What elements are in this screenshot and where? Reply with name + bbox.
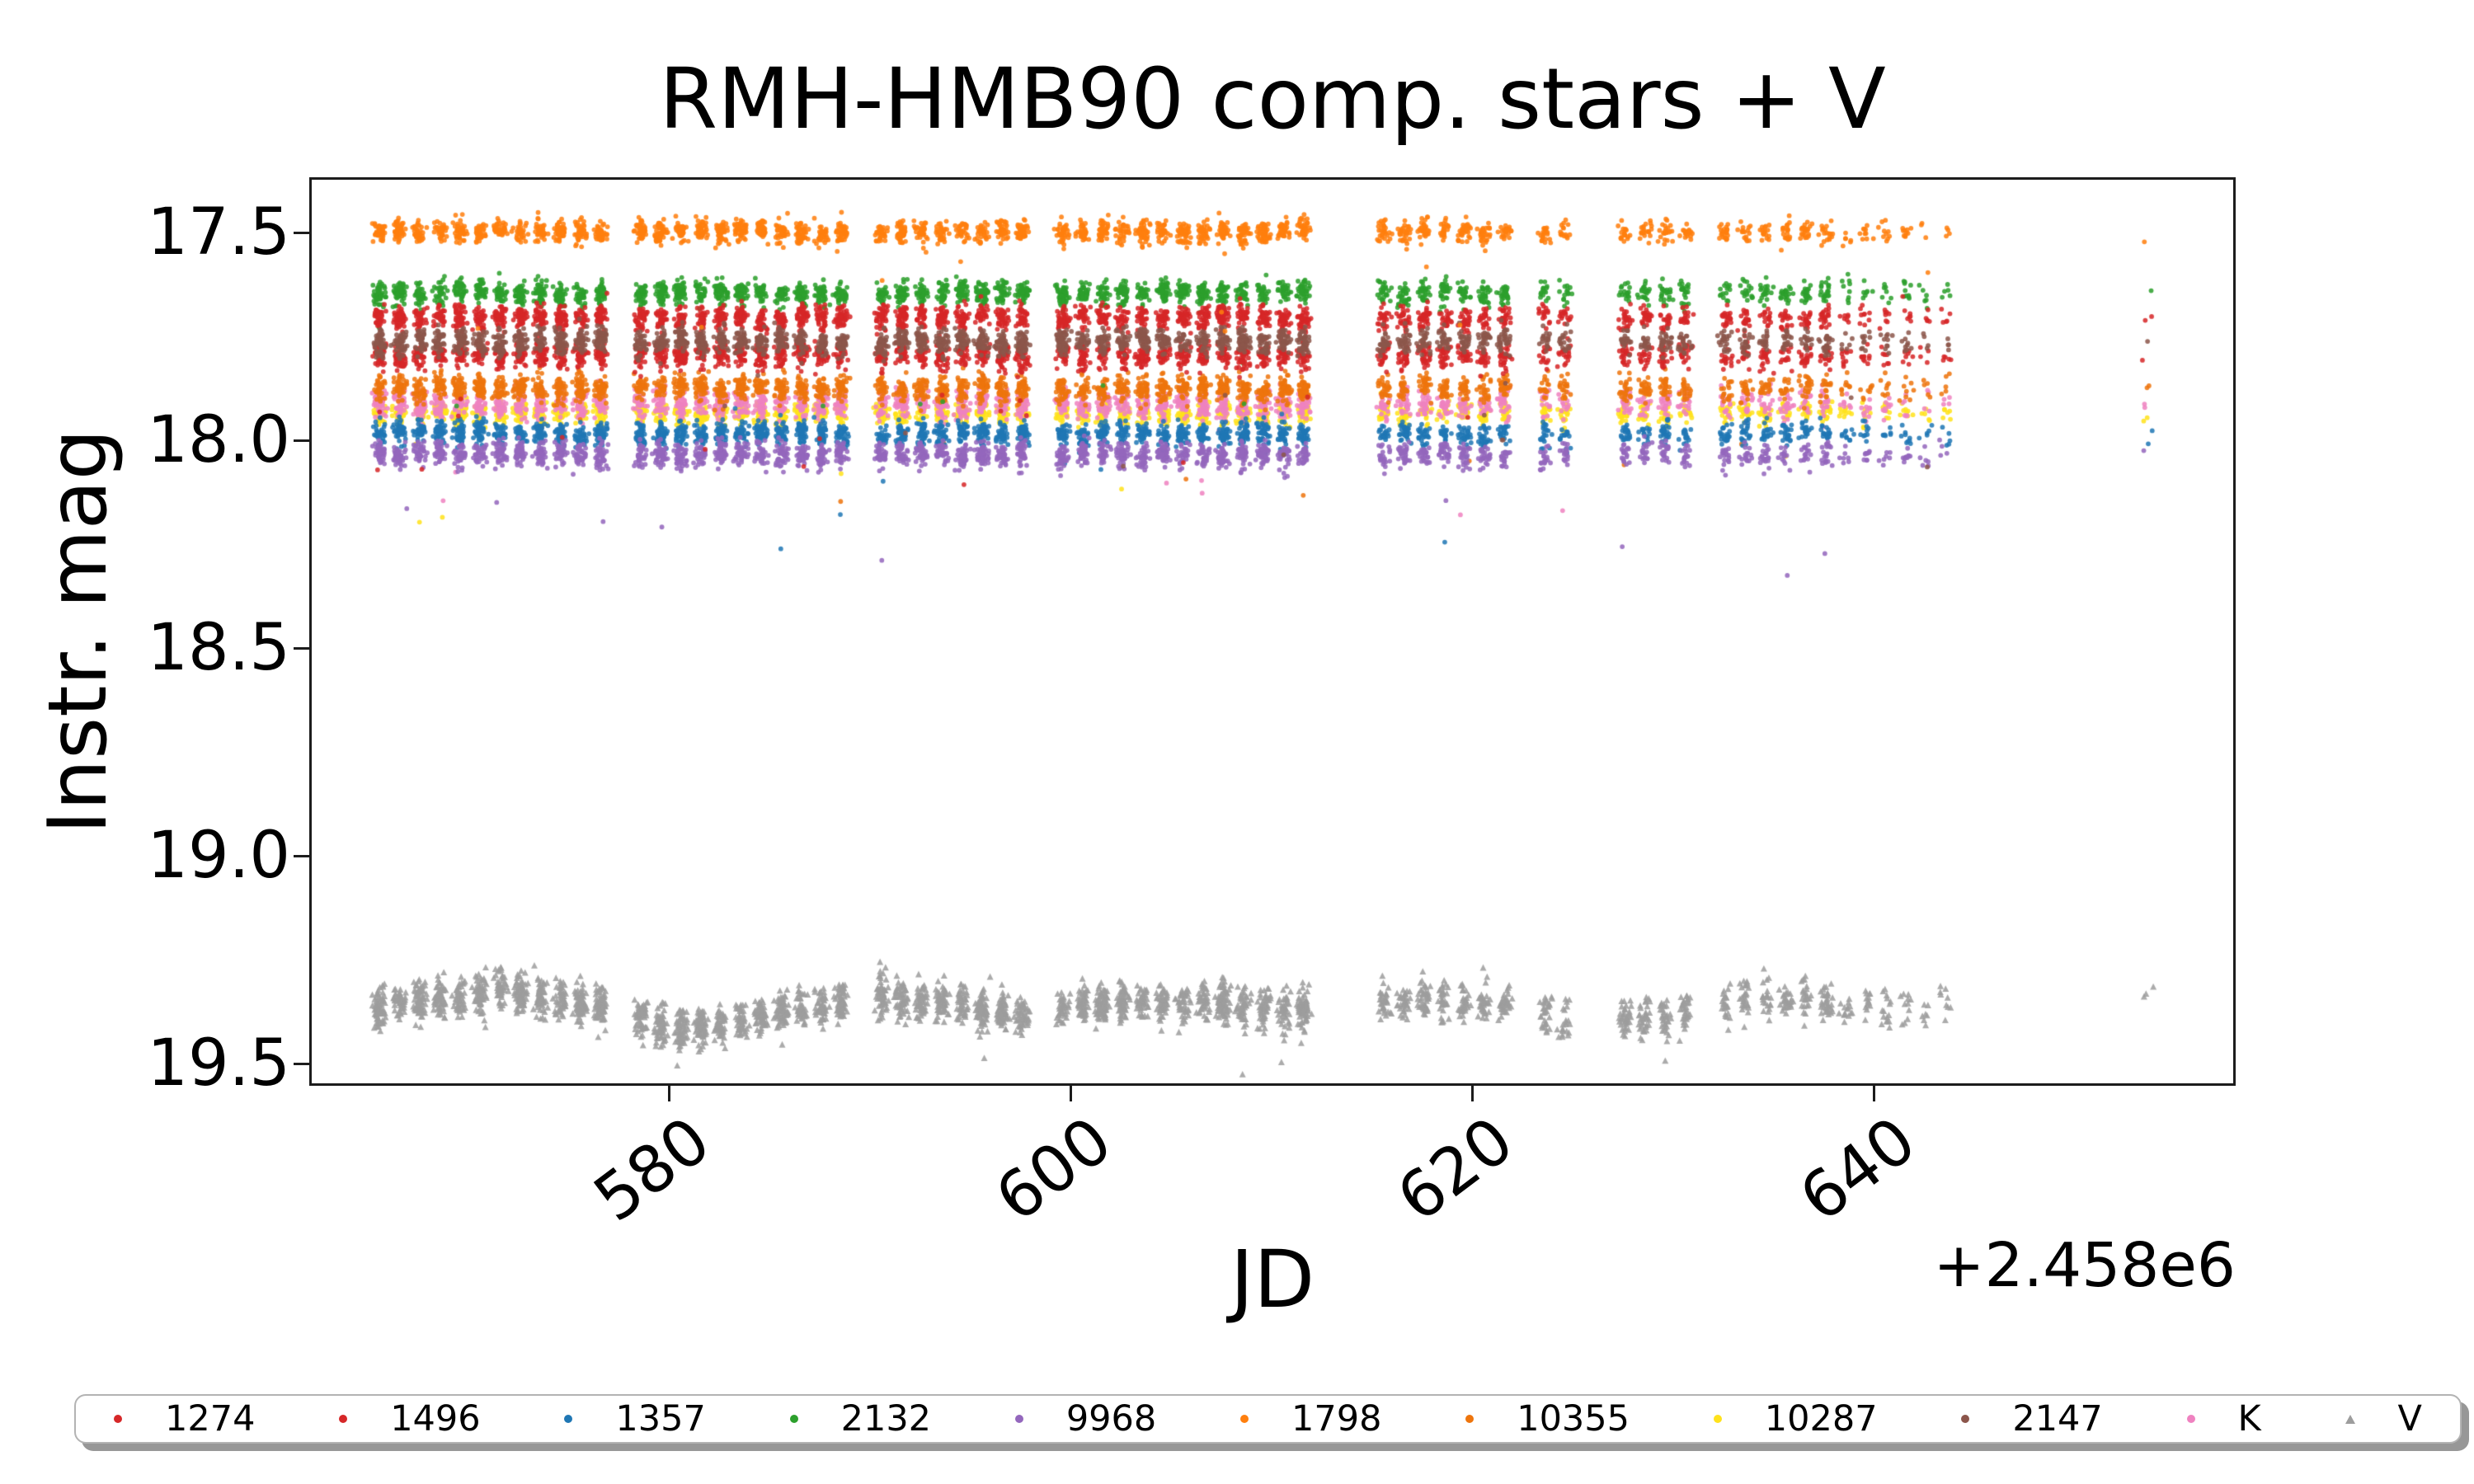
y-tick-mark xyxy=(294,231,309,234)
legend-dot-marker-icon xyxy=(1713,1415,1722,1423)
legend-dot-marker-icon xyxy=(1240,1415,1249,1423)
y-tick-label: 18.5 xyxy=(147,611,290,686)
legend-item-label: 9968 xyxy=(1065,1398,1157,1439)
y-tick-label: 19.0 xyxy=(147,819,290,894)
y-tick-label: 19.5 xyxy=(147,1026,290,1101)
x-axis-label: JD xyxy=(1230,1233,1315,1326)
legend-item-label: 10287 xyxy=(1764,1398,1878,1439)
legend-triangle-marker-icon xyxy=(2345,1414,2355,1424)
legend: 1274 1496 1357 2132 9968 1798 10355 10287 2147 K V xyxy=(74,1394,2462,1444)
legend-item-label: 2147 xyxy=(2012,1398,2103,1439)
x-tick-mark xyxy=(1069,1086,1072,1101)
legend-item: 1496 xyxy=(339,1398,481,1439)
legend-item-label: 1798 xyxy=(1291,1398,1382,1439)
legend-dot-marker-icon xyxy=(339,1415,348,1423)
legend-item-label: 1274 xyxy=(165,1398,256,1439)
legend-item-label: 10355 xyxy=(1517,1398,1630,1439)
x-tick-mark xyxy=(1873,1086,1876,1101)
y-tick-mark xyxy=(294,439,309,442)
y-tick-label: 18.0 xyxy=(147,403,290,478)
legend-item: 1357 xyxy=(564,1398,706,1439)
legend-item-label: V xyxy=(2397,1398,2422,1439)
legend-dot-marker-icon xyxy=(1465,1415,1475,1423)
y-tick-label: 17.5 xyxy=(147,195,290,270)
legend-item-label: 2132 xyxy=(840,1398,932,1439)
legend-item-label: 1357 xyxy=(615,1398,706,1439)
legend-item: 2147 xyxy=(1961,1398,2103,1439)
legend-item: V xyxy=(2345,1398,2422,1439)
legend-dot-marker-icon xyxy=(114,1415,122,1423)
y-tick-mark xyxy=(294,854,309,857)
legend-dot-marker-icon xyxy=(564,1415,573,1423)
legend-dot-marker-icon xyxy=(2186,1415,2195,1423)
legend-item: 10287 xyxy=(1713,1398,1878,1439)
legend-dot-marker-icon xyxy=(1961,1415,1970,1423)
legend-item: K xyxy=(2186,1398,2261,1439)
y-tick-mark xyxy=(294,646,309,650)
legend-item: 9968 xyxy=(1014,1398,1157,1439)
chart-title: RMH-HMB90 comp. stars + V xyxy=(659,50,1886,148)
x-axis-offset-text: +2.458e6 xyxy=(1933,1230,2236,1301)
legend-item: 10355 xyxy=(1465,1398,1630,1439)
legend-item-label: K xyxy=(2237,1398,2261,1439)
x-tick-mark xyxy=(667,1086,670,1101)
legend-dot-marker-icon xyxy=(1014,1415,1023,1423)
legend-item: 1798 xyxy=(1240,1398,1381,1439)
plot-frame xyxy=(309,177,2236,1086)
legend-dot-marker-icon xyxy=(789,1415,798,1423)
x-tick-mark xyxy=(1470,1086,1474,1101)
legend-item: 2132 xyxy=(789,1398,932,1439)
legend-item-label: 1496 xyxy=(390,1398,481,1439)
legend-item: 1274 xyxy=(114,1398,255,1439)
y-tick-mark xyxy=(294,1062,309,1065)
